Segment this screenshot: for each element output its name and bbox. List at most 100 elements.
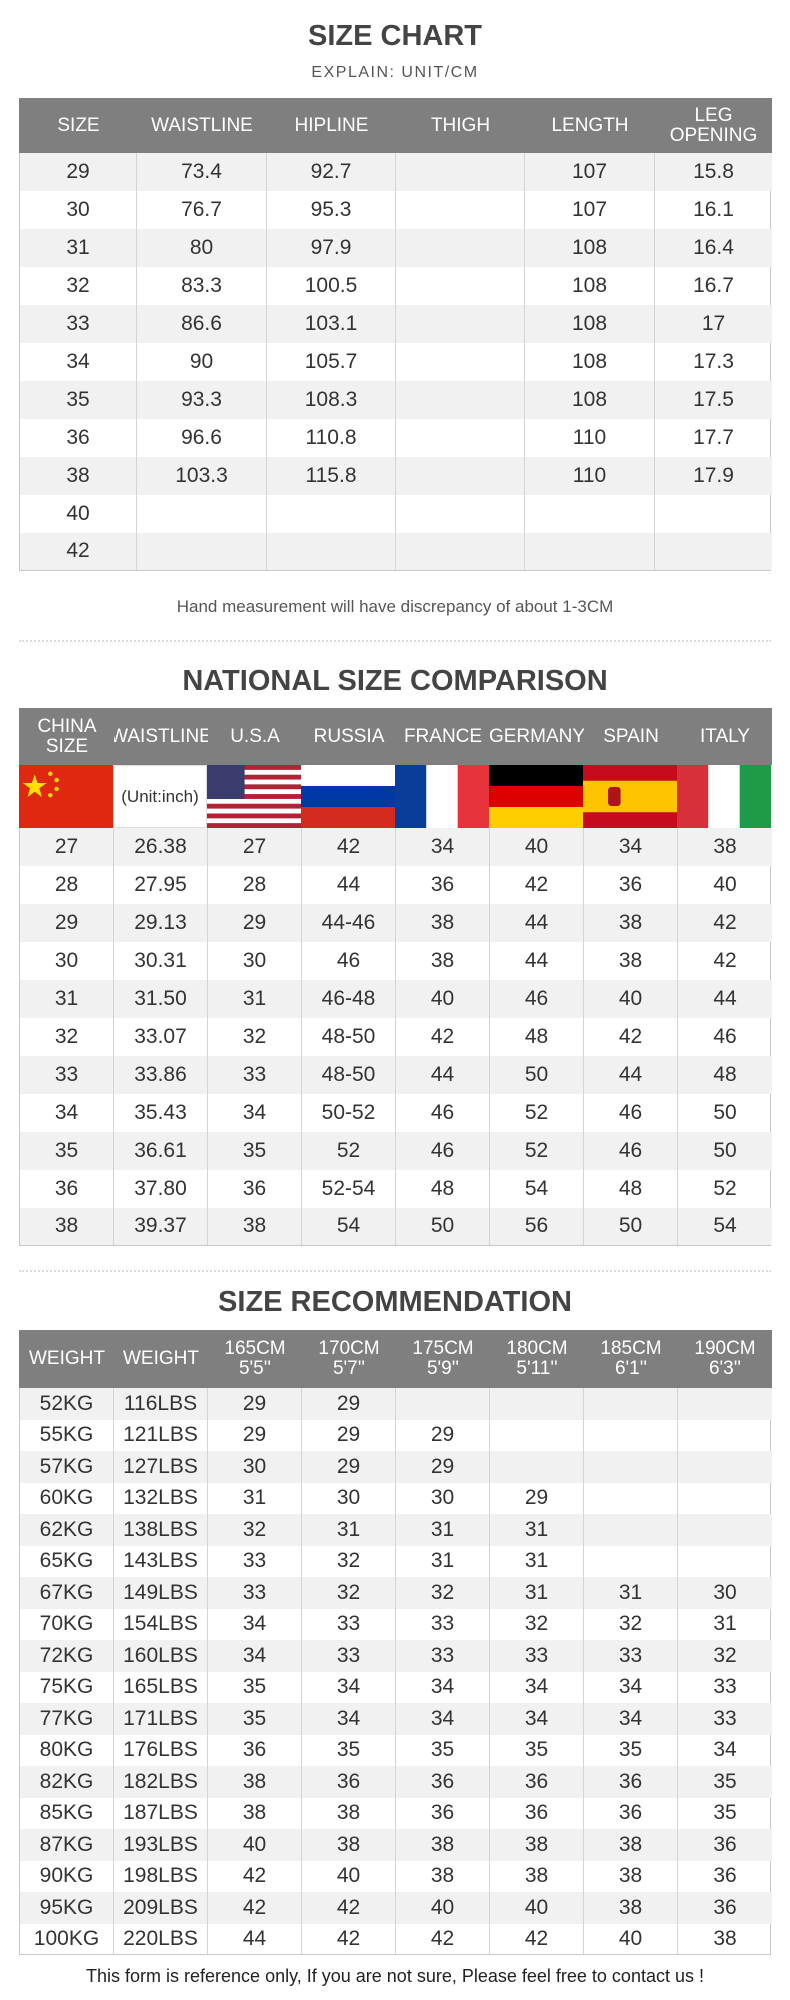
cell: 34 [20, 343, 137, 381]
cell: 30 [396, 1482, 490, 1514]
header-cell: LENGTH [525, 98, 655, 153]
cell: 72KG [20, 1640, 114, 1672]
cell: 46 [584, 1132, 678, 1170]
cell: 138LBS [114, 1514, 208, 1546]
empty-cell [396, 419, 525, 457]
cell: 35 [20, 381, 137, 419]
cell: 36 [208, 1170, 302, 1208]
cell: 36 [584, 1797, 678, 1829]
cell: 33 [20, 305, 137, 343]
header-metric: 175CM [412, 1338, 474, 1360]
cell: 42 [302, 1923, 396, 1954]
cell: 93.3 [137, 381, 267, 419]
cell: 100.5 [267, 267, 396, 305]
cell: 36 [584, 1766, 678, 1798]
cell: 40 [396, 1892, 490, 1924]
cell: 115.8 [267, 457, 396, 495]
cell: 95KG [20, 1892, 114, 1924]
cell: 80 [137, 229, 267, 267]
cell: 33 [208, 1577, 302, 1609]
flag-italy [677, 765, 771, 828]
cell: 38 [490, 1829, 584, 1861]
cell: 42 [678, 904, 772, 942]
cell: 73.4 [137, 153, 267, 191]
table-row: 90KG 198LBS 42 40 38 38 38 36 [19, 1860, 771, 1892]
header-imperial: 5'9'' [426, 1358, 460, 1379]
cell: 42 [396, 1923, 490, 1954]
table-row: 75KG 165LBS 35 34 34 34 34 33 [19, 1671, 771, 1703]
cell: 127LBS [114, 1451, 208, 1483]
table-row: 34 90 105.7 108 17.3 [19, 343, 771, 381]
cell: 70KG [20, 1608, 114, 1640]
table-row: 57KG 127LBS 30 29 29 [19, 1451, 772, 1483]
cell: 52 [490, 1094, 584, 1132]
cell: 108 [525, 267, 655, 305]
empty-cell [678, 1388, 772, 1420]
table-row: 31 80 97.9 108 16.4 [19, 229, 772, 267]
cell: 38 [396, 1829, 490, 1861]
cell: 33.86 [114, 1056, 208, 1094]
cell: 42 [490, 866, 584, 904]
cell: 31 [20, 229, 137, 267]
cell: 35 [713, 1801, 737, 1825]
cell: 107 [525, 191, 655, 229]
note: Hand measurement will have discrepancy o… [176, 597, 614, 616]
cell: 36 [302, 1766, 396, 1798]
cell: 95.3 [267, 191, 396, 229]
cell: 187LBS [114, 1797, 208, 1829]
cell: 143LBS [114, 1545, 208, 1577]
cell: 36 [678, 1829, 772, 1861]
cell: 34 [20, 1094, 114, 1132]
cell: 30 [678, 1577, 772, 1609]
cell: 38 [396, 942, 490, 980]
cell: 48 [678, 1056, 772, 1094]
table-row: 38 39.37 38 54 50 56 50 54 [19, 1208, 772, 1246]
title: SIZE RECOMMENDATION [218, 1286, 572, 1318]
cell: 27 [208, 828, 302, 866]
cell: 31 [396, 1545, 490, 1577]
cell: 32 [20, 1018, 114, 1056]
cell: 26.38 [114, 828, 208, 866]
unit-note: (Unit:inch) [113, 765, 207, 828]
cell: 35 [208, 1671, 302, 1703]
cell: 40 [584, 980, 678, 1018]
header-cell: THIGH [396, 98, 525, 153]
cell: 160LBS [114, 1640, 208, 1672]
empty-cell [396, 153, 525, 191]
cell: 54 [678, 1208, 772, 1245]
cell: 30 [20, 942, 114, 980]
cell: 209LBS [114, 1892, 208, 1924]
cell: 40 [396, 980, 490, 1018]
cell: 34 [396, 828, 490, 866]
cell: 36 [584, 866, 678, 904]
cell: 54 [490, 1170, 584, 1208]
cell: 35 [584, 1734, 678, 1766]
flag-usa [207, 765, 301, 828]
cell: 36 [713, 1864, 737, 1888]
cell: 50 [490, 1056, 584, 1094]
cell: 42 [490, 1923, 584, 1954]
cell: 96.6 [137, 419, 267, 457]
empty-cell [490, 1388, 584, 1420]
table-row: 27 26.38 27 42 34 40 34 38 [19, 828, 772, 866]
cell: 17.3 [693, 349, 734, 373]
cell: 32 [208, 1514, 302, 1546]
cell: 80KG [20, 1734, 114, 1766]
cell: 29 [302, 1388, 396, 1420]
cell: 55KG [20, 1419, 114, 1451]
cell: 29 [20, 153, 137, 191]
header-cell: FRANCE [396, 708, 490, 765]
cell: 87KG [20, 1829, 114, 1861]
cell: 60KG [20, 1482, 114, 1514]
cell: 52-54 [302, 1170, 396, 1208]
cell: 29 [20, 904, 114, 942]
empty-cell [584, 1545, 678, 1577]
cell: 182LBS [114, 1766, 208, 1798]
cell: 33 [302, 1640, 396, 1672]
table-row: 31 31.50 31 46-48 40 46 40 44 [19, 980, 772, 1018]
cell: 110.8 [267, 419, 396, 457]
cell: 38 [20, 457, 137, 495]
header-cell: CHINA SIZE [20, 708, 114, 765]
cell: 86.6 [137, 305, 267, 343]
cell: 44 [208, 1923, 302, 1954]
